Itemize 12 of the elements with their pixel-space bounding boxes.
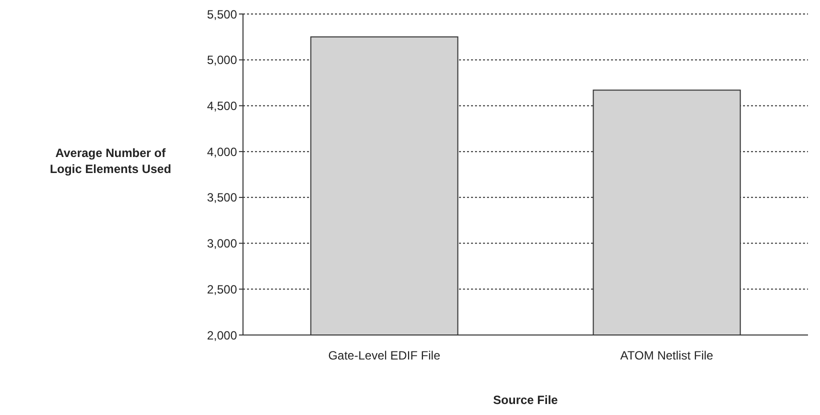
y-tick-label: 3,500	[206, 190, 238, 205]
y-tick-label: 5,500	[206, 7, 238, 22]
y-axis-title: Average Number of Logic Elements Used	[48, 145, 172, 177]
y-tick-label: 4,500	[206, 98, 238, 113]
y-tick-label: 2,000	[206, 328, 238, 342]
x-tick-label: Gate-Level EDIF File	[328, 348, 441, 363]
y-tick-label: 3,000	[206, 236, 238, 251]
y-tick-label: 4,000	[206, 144, 238, 159]
y-tick-label: 5,000	[206, 53, 238, 68]
x-tick-label: ATOM Netlist File	[620, 348, 714, 363]
y-tick-label: 2,500	[206, 282, 238, 296]
x-axis-title: Source File	[492, 393, 559, 407]
